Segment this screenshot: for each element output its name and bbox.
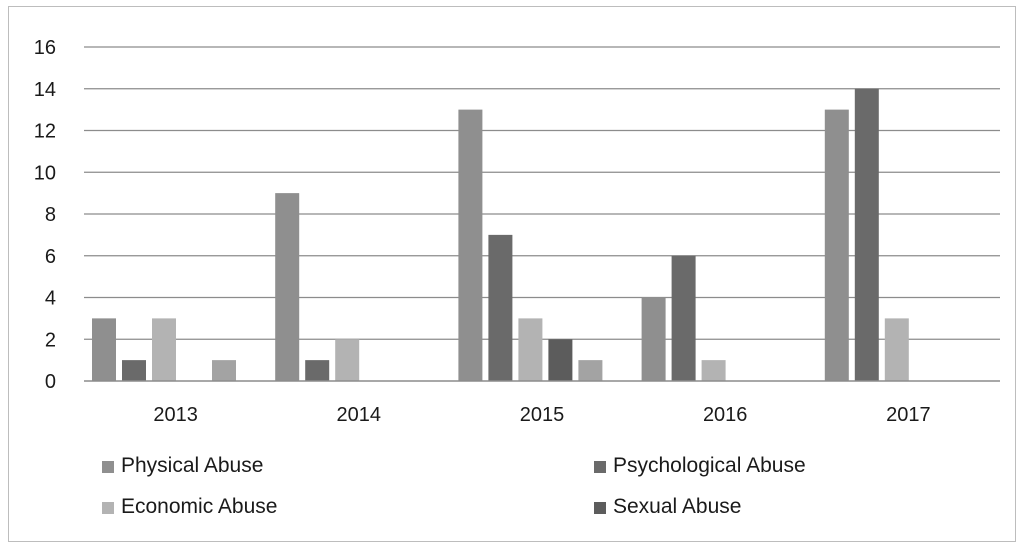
legend-label: Psychological Abuse [613, 454, 806, 477]
y-tick-label: 12 [34, 121, 56, 143]
bar-economic-abuse-2015 [518, 318, 543, 381]
x-axis: 2013 2014 2015 2016 2017 [153, 404, 930, 426]
legend: Physical Abuse Psychological Abuse Economi… [102, 454, 806, 518]
x-tick-label: 2017 [886, 404, 931, 426]
y-tick-label: 6 [45, 246, 56, 268]
x-tick-label: 2013 [153, 404, 198, 426]
legend-label: Economic Abuse [121, 495, 277, 518]
bar-economic-abuse-2017 [884, 318, 909, 381]
legend-swatch [594, 502, 606, 514]
bar-physical-abuse-2017 [824, 109, 849, 381]
y-tick-label: 8 [45, 204, 56, 226]
bars [92, 88, 909, 381]
y-tick-label: 16 [34, 37, 56, 59]
x-tick-label: 2016 [703, 404, 748, 426]
legend-swatch [594, 461, 606, 473]
bar-economic-abuse-2014 [335, 339, 360, 381]
bar-psychological-abuse-2015 [488, 234, 513, 381]
y-tick-label: 0 [45, 371, 56, 393]
bar-psychological-abuse-2014 [305, 360, 330, 381]
bar-physical-abuse-2015 [458, 109, 483, 381]
legend-swatch [102, 502, 114, 514]
bar-economic-abuse-2013 [152, 318, 176, 381]
x-tick-label: 2015 [520, 404, 565, 426]
bar-series-5-2015 [578, 360, 603, 381]
bar-psychological-abuse-2013 [122, 360, 146, 381]
y-tick-label: 2 [45, 329, 56, 351]
legend-swatch [102, 461, 114, 473]
y-tick-label: 4 [45, 288, 56, 310]
bar-physical-abuse-2016 [641, 297, 666, 381]
y-tick-label: 10 [34, 162, 56, 184]
y-axis: 0 2 4 6 8 10 12 14 16 [34, 37, 56, 393]
bar-psychological-abuse-2017 [854, 88, 879, 381]
bar-series-5-2013 [212, 360, 236, 381]
legend-label: Sexual Abuse [613, 495, 741, 518]
x-tick-label: 2014 [337, 404, 382, 426]
bar-sexual-abuse-2015 [548, 339, 573, 381]
y-tick-label: 14 [34, 79, 56, 101]
bar-psychological-abuse-2016 [671, 255, 696, 381]
legend-label: Physical Abuse [121, 454, 263, 477]
bar-physical-abuse-2014 [275, 193, 300, 381]
bar-economic-abuse-2016 [701, 360, 726, 381]
bar-physical-abuse-2013 [92, 318, 116, 381]
